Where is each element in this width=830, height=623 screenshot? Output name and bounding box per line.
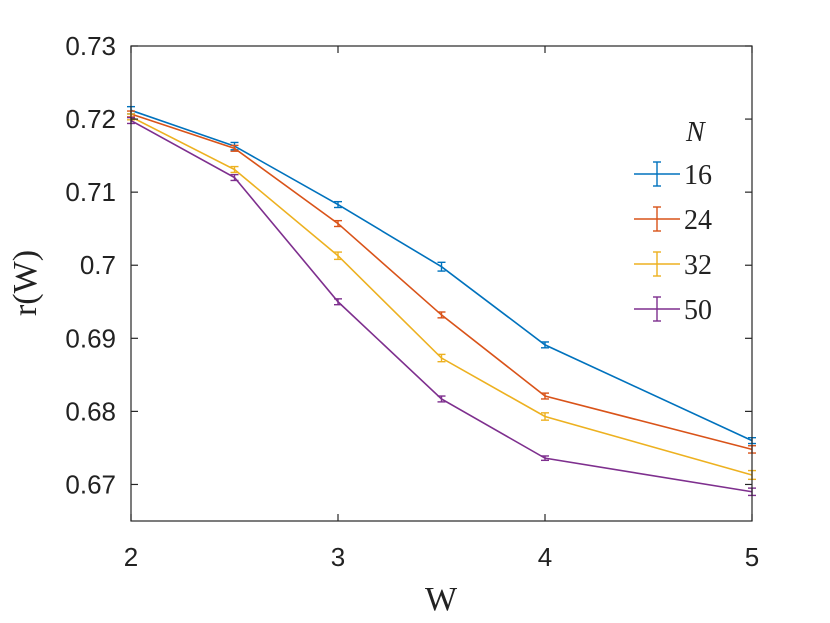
- series-line-24: [130, 113, 753, 451]
- series-line-32: [130, 116, 753, 476]
- legend-item-16: 16: [634, 160, 712, 191]
- legend-item-32: 32: [634, 250, 712, 281]
- y-axis-title: r(W): [7, 250, 44, 316]
- y-tick-label: 0.7: [80, 250, 116, 280]
- y-tick-label: 0.73: [65, 31, 116, 61]
- series-line-16: [130, 109, 753, 442]
- x-tick-label: 2: [124, 542, 138, 572]
- plot-frame: [130, 45, 753, 522]
- x-tick-label: 3: [331, 542, 345, 572]
- x-tick-label: 4: [538, 542, 552, 572]
- series-32: [127, 113, 756, 481]
- y-tick-label: 0.67: [65, 469, 116, 499]
- x-axis-title: W: [425, 581, 458, 618]
- legend-item-24: 24: [634, 205, 712, 236]
- legend: N 16 24 32 50: [634, 117, 712, 326]
- series-24: [127, 110, 756, 454]
- legend-label: 24: [684, 205, 712, 236]
- x-tick-label: 5: [745, 542, 759, 572]
- legend-item-50: 50: [634, 295, 712, 326]
- legend-title: N: [685, 117, 706, 148]
- y-tick-label: 0.69: [65, 323, 116, 353]
- series-layer: [127, 105, 756, 497]
- legend-label: 16: [684, 160, 712, 191]
- y-tick-label: 0.71: [65, 177, 116, 207]
- series-16: [127, 105, 756, 445]
- y-tick-label: 0.72: [65, 104, 116, 134]
- legend-label: 32: [684, 250, 712, 281]
- y-tick-label: 0.68: [65, 396, 116, 426]
- series-line-50: [130, 119, 753, 493]
- axes-layer: [130, 45, 753, 522]
- legend-label: 50: [684, 295, 712, 326]
- ticks-layer: 2 3 4 5 0.67 0.68 0.69 0.7 0.71 0.72 0.73: [65, 31, 759, 572]
